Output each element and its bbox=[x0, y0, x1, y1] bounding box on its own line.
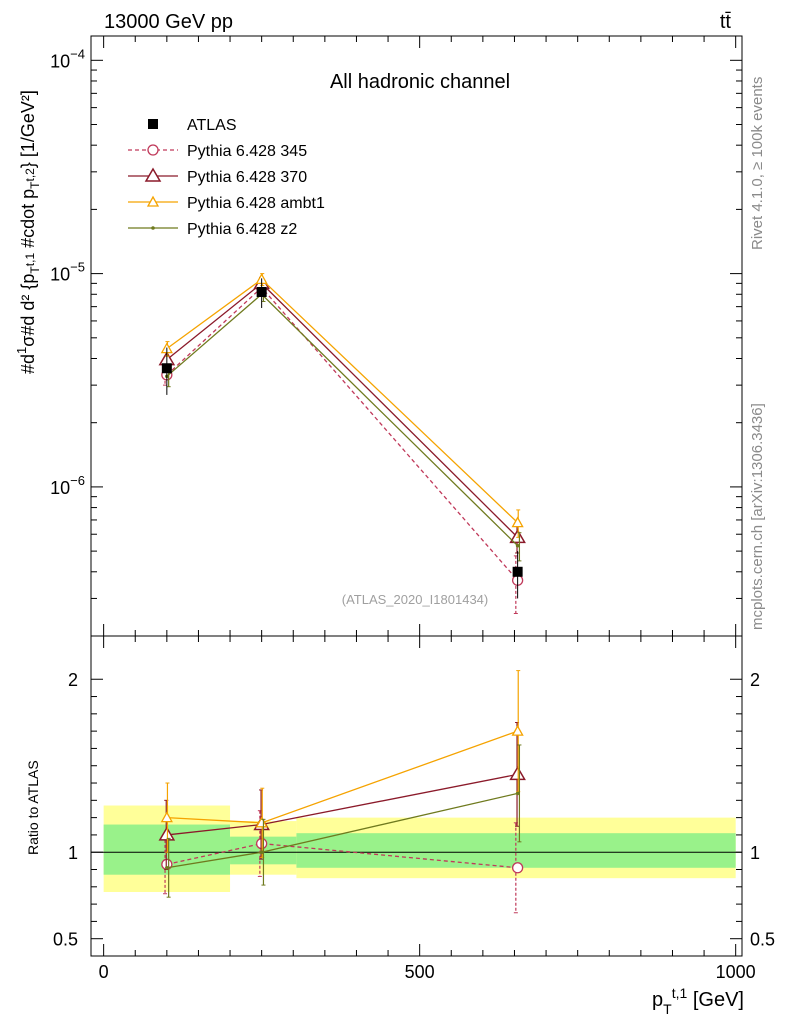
legend: ATLAS Pythia 6.428 345 Pythia 6.428 370 Pyt… bbox=[128, 117, 325, 238]
ratio-point-pythia-6-428-ambt1 bbox=[160, 811, 173, 823]
mcplots-label: mcplots.cern.ch [arXiv:1306.3436] bbox=[749, 403, 766, 630]
ratio-point-pythia-6-428-z2 bbox=[515, 791, 520, 796]
legend-marker-pythia-6-428-ambt1 bbox=[146, 195, 160, 207]
ratio-y-tick-label-right: 0.5 bbox=[750, 930, 775, 950]
legend-marker-pythia-6-428-z2 bbox=[151, 226, 155, 230]
legend-label-pythia-6-428-z2: Pythia 6.428 z2 bbox=[187, 221, 297, 238]
series-point-pythia-6-428-370 bbox=[509, 528, 526, 544]
ratio-y-tick-label: 1 bbox=[68, 843, 78, 863]
ratio-point-pythia-6-428-370 bbox=[509, 765, 526, 781]
legend-marker-pythia-6-428-345 bbox=[147, 144, 159, 156]
x-tick-label: 0 bbox=[99, 962, 109, 982]
energy-label: 13000 GeV pp bbox=[104, 11, 233, 33]
analysis-watermark: (ATLAS_2020_I1801434) bbox=[342, 592, 488, 607]
x-axis-label: pTt,1 [GeV] bbox=[652, 985, 744, 1017]
legend-label-pythia-6-428-ambt1: Pythia 6.428 ambt1 bbox=[187, 195, 325, 212]
series-line-pythia-6-428-ambt1 bbox=[166, 278, 519, 524]
main-panel: 10−6 10−5 10−4 bbox=[50, 36, 742, 637]
ratio-y-tick-label-right: 1 bbox=[750, 843, 760, 863]
ratio-point-pythia-6-428-345 bbox=[511, 862, 524, 874]
main-y-tick-label: 10−6 bbox=[50, 473, 85, 498]
ratio-line-pythia-6-428-345 bbox=[166, 842, 518, 869]
series-line-pythia-6-428-z2 bbox=[166, 293, 519, 547]
main-y-axis-label: #d1σ#d d² {pTt,1 #cdot pTt,2} [1/GeV²] bbox=[14, 90, 42, 374]
data-point bbox=[512, 566, 523, 577]
ratio-point-pythia-6-428-z2 bbox=[259, 850, 264, 855]
svg-text:pTt,1 [GeV]: pTt,1 [GeV] bbox=[652, 985, 744, 1017]
x-tick-label: 500 bbox=[405, 962, 435, 982]
series-point-pythia-6-428-z2 bbox=[515, 543, 520, 548]
data-point bbox=[161, 363, 172, 374]
process-label: tt̄ bbox=[720, 11, 732, 33]
ratio-plot-frame bbox=[90, 635, 743, 957]
legend-label-atlas: ATLAS bbox=[187, 117, 237, 134]
legend-marker-pythia-6-428-370 bbox=[144, 167, 162, 182]
data-point bbox=[256, 286, 267, 297]
ratio-y-tick-label-right: 2 bbox=[750, 670, 760, 690]
ratio-point-pythia-6-428-ambt1 bbox=[511, 724, 524, 736]
ratio-y-tick-label: 2 bbox=[68, 670, 78, 690]
rivet-version-label: Rivet 4.1.0, ≥ 100k events bbox=[749, 77, 766, 250]
legend-label-pythia-6-428-345: Pythia 6.428 345 bbox=[187, 143, 307, 160]
ratio-y-tick-label: 0.5 bbox=[53, 930, 78, 950]
svg-text:#d1σ#d d² {pTt,1 #cdot pTt,2}: #d1σ#d d² {pTt,1 #cdot pTt,2} [1/GeV²] bbox=[14, 90, 42, 374]
series-point-pythia-6-428-ambt1 bbox=[511, 516, 524, 528]
series-line-pythia-6-428-370 bbox=[166, 282, 519, 538]
chart-title: All hadronic channel bbox=[330, 71, 510, 93]
main-y-tick-label: 10−5 bbox=[50, 260, 85, 285]
ratio-point-pythia-6-428-z2 bbox=[165, 865, 169, 870]
ratio-panel: 0.5 0.5 1 1 2 2 0 500 1000 bbox=[53, 636, 775, 982]
main-y-tick-label: 10−4 bbox=[50, 46, 85, 71]
ratio-point-pythia-6-428-ambt1 bbox=[255, 816, 268, 828]
legend-label-pythia-6-428-370: Pythia 6.428 370 bbox=[187, 169, 307, 186]
ratio-y-axis-label: Ratio to ATLAS bbox=[25, 760, 41, 855]
x-tick-label: 1000 bbox=[716, 962, 756, 982]
legend-marker-atlas bbox=[148, 119, 158, 129]
